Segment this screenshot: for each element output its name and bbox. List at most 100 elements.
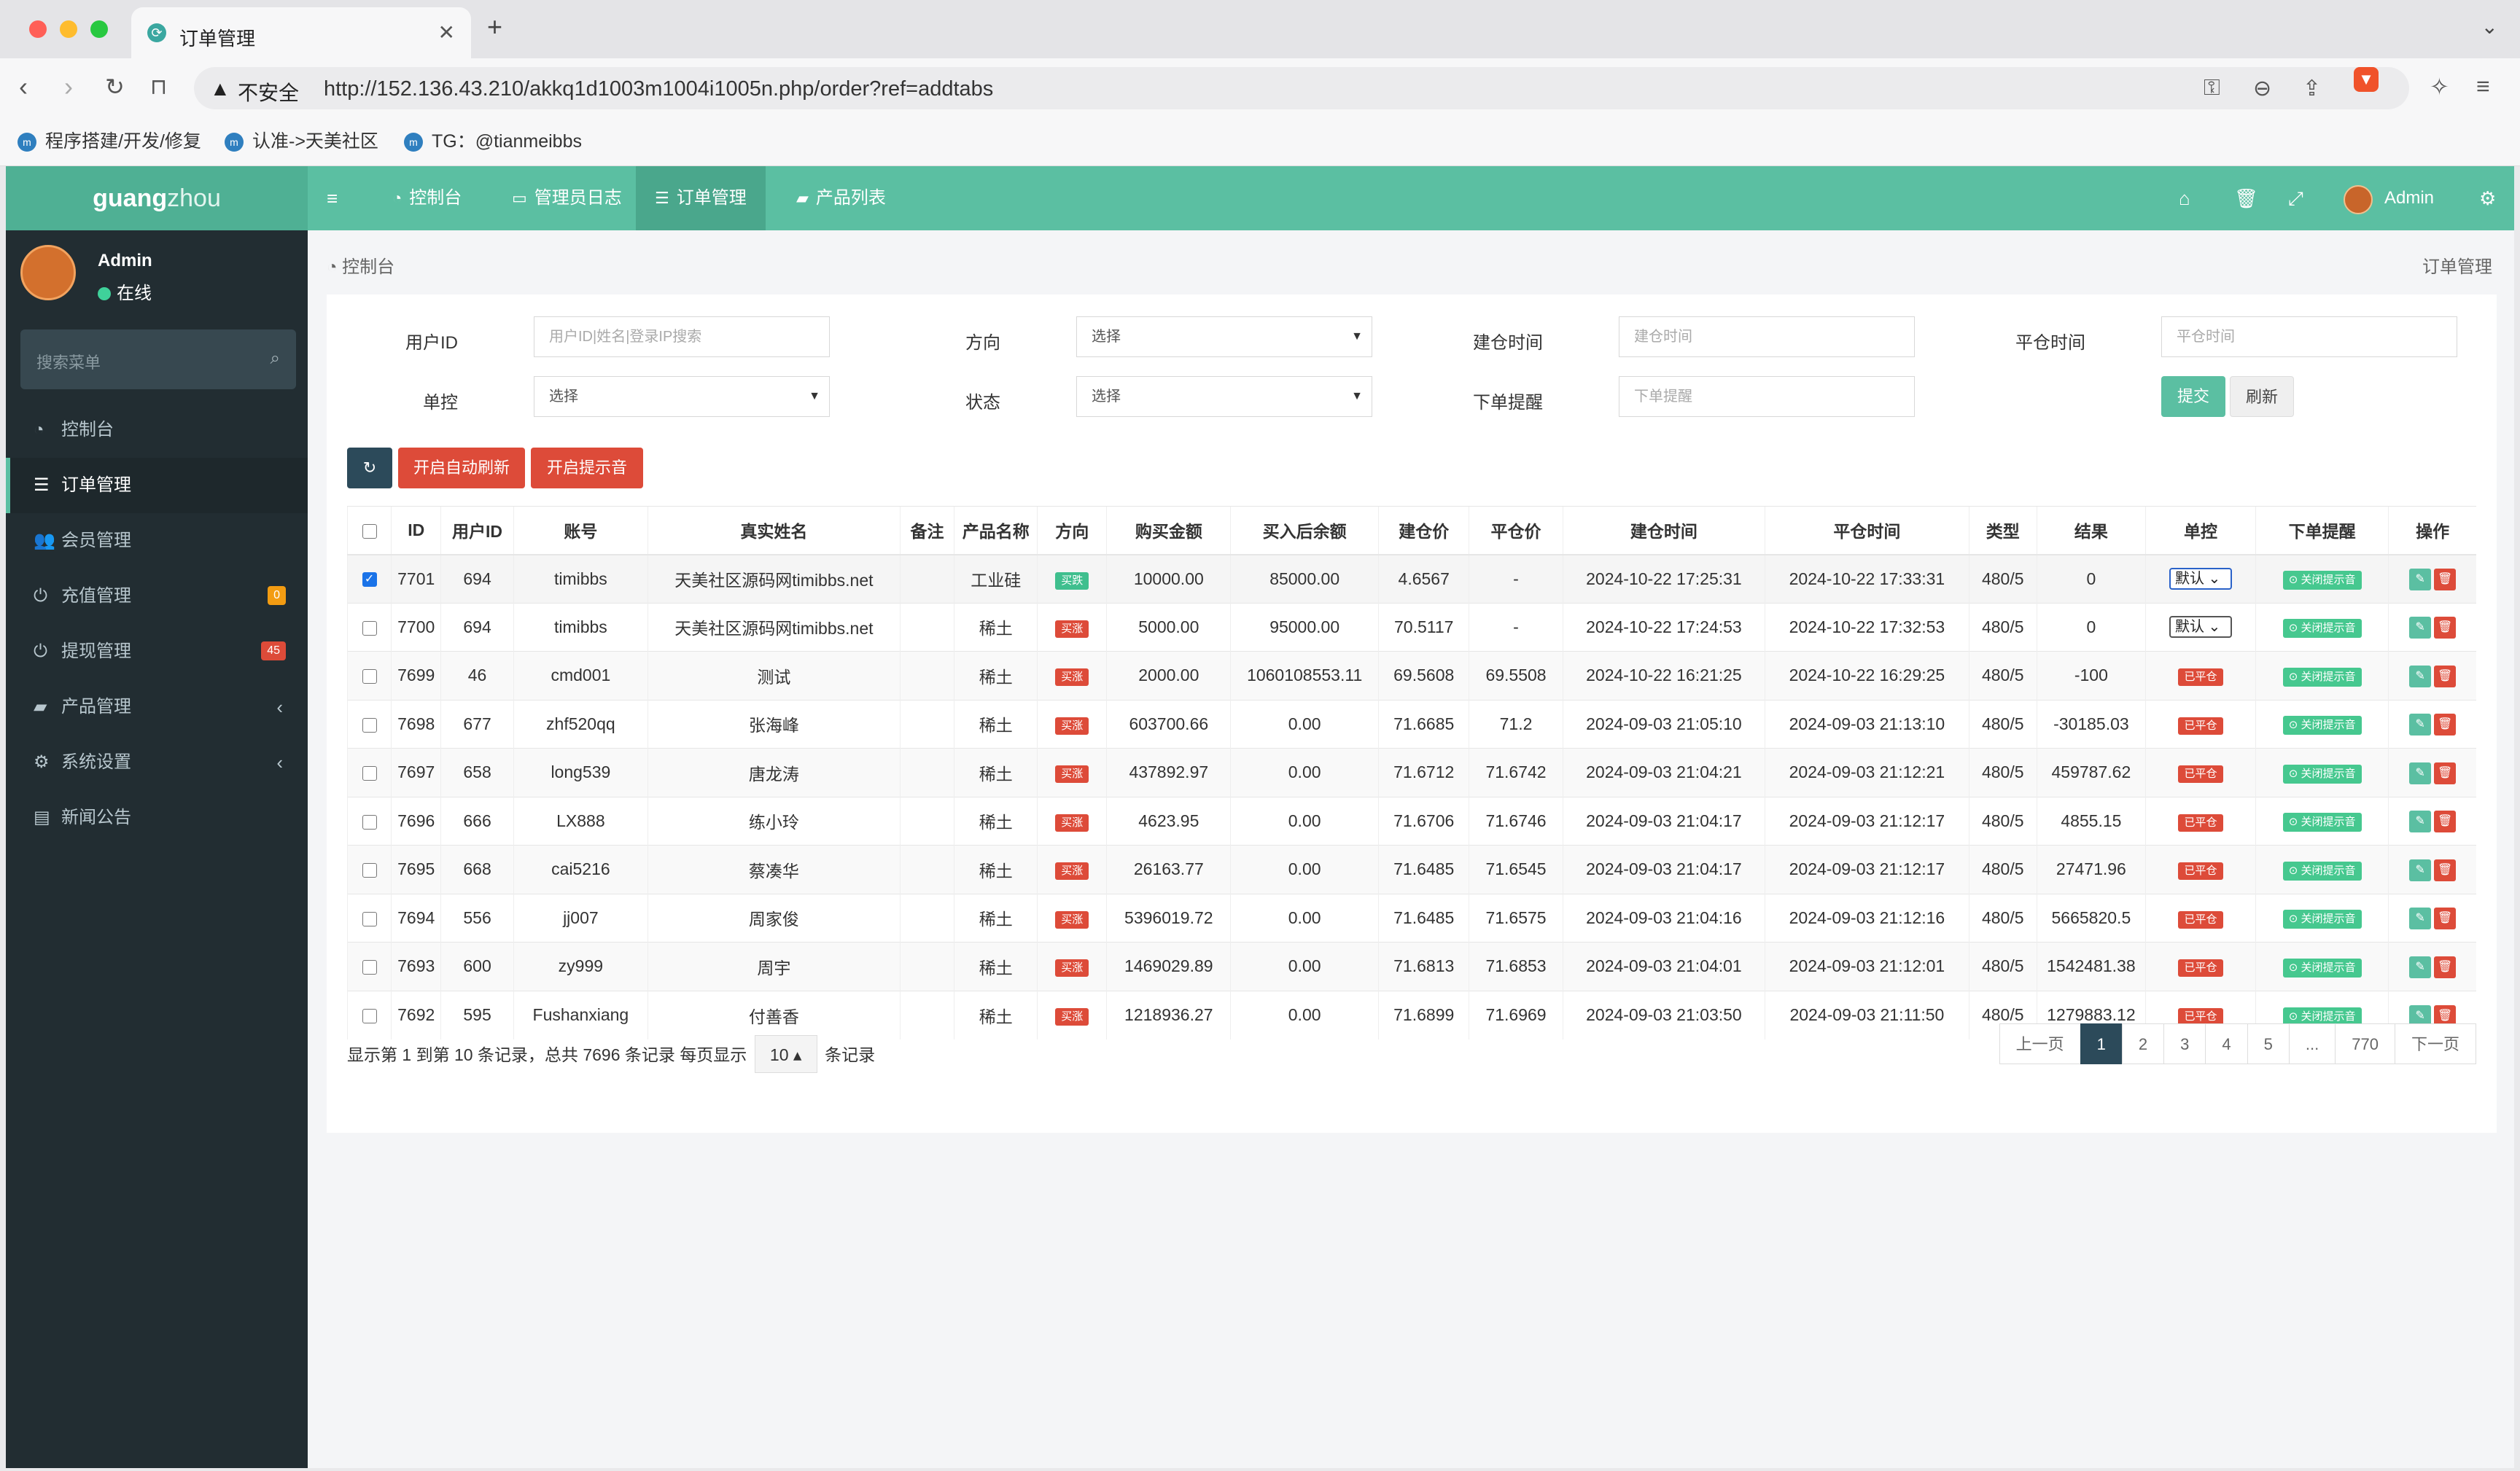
row-checkbox[interactable] [362, 960, 377, 975]
top-nav-orders[interactable]: ☰ 订单管理 [636, 166, 766, 230]
brave-shield-icon[interactable]: ▼ [2354, 67, 2379, 92]
delete-icon[interactable]: 🗑 [2434, 956, 2457, 978]
minimize-window-button[interactable] [60, 20, 77, 38]
row-checkbox[interactable] [362, 766, 377, 781]
col-header[interactable]: 真实姓名 [648, 506, 901, 555]
url-text[interactable]: http://152.136.43.210/akkq1d1003m1004i10… [324, 77, 994, 101]
delete-icon[interactable]: 🗑 [2434, 569, 2457, 590]
sidebar-item-settings[interactable]: ⚙ 系统设置 ‹ [6, 735, 308, 790]
mute-reminder-button[interactable]: ⊙ 关闭提示音 [2282, 619, 2362, 639]
table-row[interactable]: 7694 556 jj007 周家俊 稀土 买涨 5396019.72 0.00 71.6485… [346, 893, 2476, 943]
sidebar-item-withdraw[interactable]: ⏻ 提现管理 45 [6, 624, 308, 679]
col-header[interactable]: 买入后余额 [1230, 506, 1379, 555]
control-dropdown[interactable]: 默认 ⌄ [2169, 616, 2232, 639]
fullscreen-icon[interactable]: ⤢ [2288, 187, 2303, 209]
settings-cogs-icon[interactable]: ⚙ [2479, 187, 2497, 209]
row-select-cell[interactable] [346, 602, 392, 652]
col-header[interactable]: 购买金额 [1106, 506, 1231, 555]
close-window-button[interactable] [29, 20, 47, 38]
row-checkbox[interactable] [362, 814, 377, 830]
page-button[interactable]: 5 [2247, 1023, 2290, 1064]
sidebar-toggle-icon[interactable]: ≡ [327, 187, 338, 209]
edit-icon[interactable]: ✎ [2409, 811, 2432, 833]
share-icon[interactable]: ⇪ [2303, 77, 2322, 101]
row-select-cell[interactable] [346, 893, 392, 943]
delete-icon[interactable]: 🗑 [2434, 665, 2457, 687]
top-nav-admin-log[interactable]: ▭ 管理员日志 [512, 188, 622, 208]
mute-reminder-button[interactable]: ⊙ 关闭提示音 [2282, 861, 2362, 881]
row-select-cell[interactable] [346, 748, 392, 797]
admin-name[interactable]: Admin [2384, 188, 2435, 208]
sidebar-search-input[interactable]: 搜索菜单 ⌕ [20, 329, 296, 389]
bookmark-item[interactable]: m 程序搭建/开发/修复 [18, 127, 201, 153]
select-all-header[interactable] [346, 506, 392, 555]
sidebar-item-products[interactable]: ▰ 产品管理 ‹ [6, 679, 308, 735]
sidebar-item-members[interactable]: 👥 会员管理 [6, 513, 308, 569]
prev-page-button[interactable]: 上一页 [1999, 1023, 2081, 1064]
table-row[interactable]: 7693 600 zy999 周宇 稀土 买涨 1469029.89 0.00 71.6813 7… [346, 942, 2476, 991]
col-header[interactable]: ID [391, 506, 441, 555]
reload-table-button[interactable]: ↻ [347, 448, 392, 488]
edit-icon[interactable]: ✎ [2409, 956, 2432, 978]
col-header[interactable]: 用户ID [440, 506, 514, 555]
control-dropdown[interactable]: 默认 ⌄ [2169, 568, 2232, 590]
bookmark-item[interactable]: m TG：@tianmeibbs [404, 127, 582, 153]
row-checkbox[interactable] [362, 1008, 377, 1023]
search-icon[interactable]: ⌕ [270, 348, 280, 368]
edit-icon[interactable]: ✎ [2409, 714, 2432, 736]
address-bar[interactable]: ▲ 不安全 http://152.136.43.210/akkq1d1003m1… [194, 67, 2409, 109]
home-icon[interactable]: ⌂ [2179, 187, 2190, 209]
delete-icon[interactable]: 🗑 [2434, 859, 2457, 881]
col-header[interactable]: 备注 [899, 506, 954, 555]
admin-avatar[interactable] [2344, 185, 2373, 214]
sound-on-button[interactable]: 开启提示音 [531, 448, 643, 488]
breadcrumb[interactable]: ◔ 控制台 [327, 257, 395, 277]
delete-icon[interactable]: 🗑 [2434, 762, 2457, 784]
col-header[interactable]: 单控 [2144, 506, 2256, 555]
col-header[interactable]: 产品名称 [954, 506, 1038, 555]
mute-reminder-button[interactable]: ⊙ 关闭提示音 [2282, 910, 2362, 929]
table-row[interactable]: ✓ 7701 694 timibbs 天美社区源码网timibbs.net 工业硅 买跌 10… [346, 554, 2476, 603]
row-select-cell[interactable]: ✓ [346, 554, 392, 603]
col-header[interactable]: 账号 [513, 506, 648, 555]
row-select-cell[interactable] [346, 699, 392, 749]
edit-icon[interactable]: ✎ [2409, 1004, 2432, 1027]
edit-icon[interactable]: ✎ [2409, 762, 2432, 784]
user-id-search-input[interactable]: 用户ID|姓名|登录IP搜索 [534, 316, 830, 357]
mute-reminder-button[interactable]: ⊙ 关闭提示音 [2282, 667, 2362, 687]
row-select-cell[interactable] [346, 942, 392, 991]
table-row[interactable]: 7695 668 cai5216 蔡凑华 稀土 买涨 26163.77 0.00 71.6485… [346, 845, 2476, 894]
direction-select[interactable]: 选择 ▼ [1076, 316, 1372, 357]
delete-icon[interactable]: 🗑 [2434, 908, 2457, 930]
status-select[interactable]: 选择 ▼ [1076, 376, 1372, 417]
col-header[interactable]: 类型 [1968, 506, 2037, 555]
delete-icon[interactable]: 🗑 [2434, 617, 2457, 639]
col-header[interactable]: 平仓时间 [1765, 506, 1969, 555]
edit-icon[interactable]: ✎ [2409, 859, 2432, 881]
mute-reminder-button[interactable]: ⊙ 关闭提示音 [2282, 813, 2362, 832]
edit-icon[interactable]: ✎ [2409, 665, 2432, 687]
page-button[interactable]: 2 [2121, 1023, 2165, 1064]
row-select-cell[interactable] [346, 651, 392, 700]
bookmark-icon[interactable]: ⊓ [150, 75, 168, 99]
row-select-cell[interactable] [346, 845, 392, 894]
row-select-cell[interactable] [346, 796, 392, 846]
page-size-select[interactable]: 10 ▴ [754, 1035, 817, 1073]
row-checkbox[interactable] [362, 717, 377, 733]
back-icon[interactable]: ‹ [19, 71, 28, 101]
browser-tab[interactable]: ⟳ 订单管理 ✕ [131, 7, 471, 58]
edit-icon[interactable]: ✎ [2409, 617, 2432, 639]
bookmark-item[interactable]: m 认准->天美社区 [225, 127, 378, 153]
tab-list-chevron-icon[interactable]: ⌄ [2481, 15, 2498, 38]
delete-icon[interactable]: 🗑 [2434, 811, 2457, 833]
col-header[interactable]: 下单提醒 [2255, 506, 2389, 555]
table-row[interactable]: 7697 658 long539 唐龙涛 稀土 买涨 437892.97 0.00 71.671… [346, 748, 2476, 797]
sidebar-item-recharge[interactable]: ⏻ 充值管理 0 [6, 569, 308, 624]
mute-reminder-button[interactable]: ⊙ 关闭提示音 [2282, 571, 2362, 590]
forward-icon[interactable]: › [64, 71, 73, 101]
top-nav-dashboard[interactable]: ◔ 控制台 [392, 188, 462, 208]
auto-refresh-button[interactable]: 开启自动刷新 [398, 448, 525, 488]
mute-reminder-button[interactable]: ⊙ 关闭提示音 [2282, 1007, 2362, 1026]
row-checkbox[interactable] [362, 911, 377, 926]
submit-button[interactable]: 提交 [2161, 376, 2225, 417]
